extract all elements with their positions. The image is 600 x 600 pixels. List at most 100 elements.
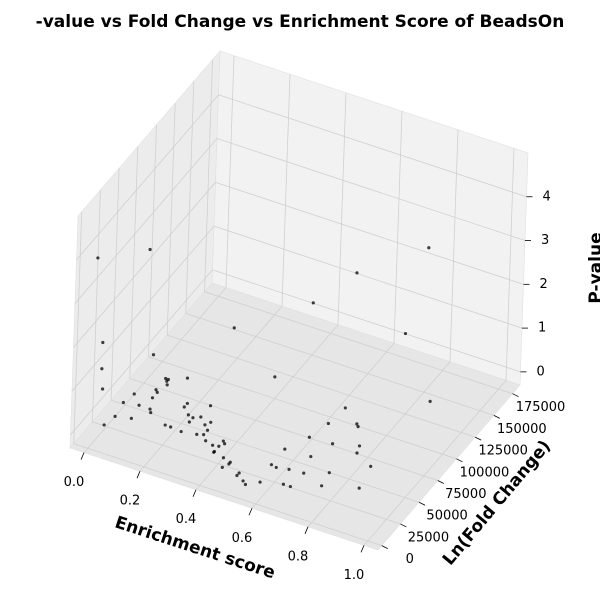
grid-line [73, 443, 382, 547]
point [258, 480, 262, 484]
y-tick [456, 458, 463, 463]
point [165, 383, 169, 387]
y-tick [400, 523, 407, 528]
point [211, 443, 215, 447]
y-tick [474, 436, 482, 441]
point [302, 471, 306, 475]
x-tick [248, 508, 253, 516]
grid-line [505, 148, 515, 381]
grid-line [148, 124, 157, 357]
grid-line [307, 361, 451, 528]
point [269, 463, 274, 467]
point [148, 407, 152, 411]
x-tick [80, 452, 85, 460]
point [208, 404, 213, 408]
y-tick-label: 100000 [460, 465, 510, 480]
grid-line [167, 334, 476, 438]
point [121, 400, 125, 405]
point [164, 376, 168, 381]
y-tick [418, 501, 426, 506]
point [199, 415, 203, 419]
point [369, 464, 373, 468]
x-tick [360, 545, 365, 553]
point [186, 413, 190, 417]
point [320, 484, 324, 488]
point [155, 390, 159, 395]
grid-line [216, 138, 526, 241]
grid-line [393, 111, 403, 344]
point [237, 471, 241, 475]
z-tick-label: 1 [538, 321, 546, 336]
point [357, 486, 361, 490]
point [343, 406, 347, 410]
point [221, 439, 225, 443]
x-tick [192, 489, 197, 497]
z-tick-label: 2 [539, 277, 547, 292]
point [149, 410, 153, 415]
point [101, 340, 105, 345]
grid-line [185, 81, 195, 314]
point [403, 331, 408, 336]
point [287, 467, 291, 471]
grid-line [251, 343, 395, 509]
point [223, 442, 227, 446]
grid-line [281, 74, 291, 307]
point [205, 428, 210, 432]
grid-line [76, 94, 219, 261]
point [195, 432, 199, 436]
x-tick-label: 0.0 [64, 475, 85, 490]
grid-line [92, 421, 401, 525]
point [281, 482, 286, 486]
grid-line [110, 168, 120, 401]
grid-line [225, 55, 235, 288]
point [220, 465, 224, 469]
chart-title: -value vs Fold Change vs Enrichment Scor… [36, 12, 565, 32]
grid-line [70, 269, 213, 436]
point [202, 433, 206, 437]
point [191, 416, 195, 420]
point [154, 388, 158, 392]
y-tick-label: 0 [406, 552, 414, 567]
point [221, 456, 226, 460]
point [288, 484, 292, 489]
grid-line [185, 313, 494, 416]
floor-pane [69, 282, 521, 551]
point [150, 396, 155, 400]
point [102, 423, 106, 427]
plot-area: 0.0 0.2 0.4 0.6 0.8 1.0 0 25000 50000 75000 100000… [64, 50, 565, 583]
point [241, 479, 245, 483]
y-tick-label: 125000 [478, 444, 528, 459]
point [427, 246, 431, 250]
point [204, 439, 208, 443]
point [330, 442, 335, 446]
grid-line [74, 138, 218, 304]
x-tick-label: 0.6 [232, 531, 253, 546]
grid-line [204, 291, 513, 395]
point [311, 301, 315, 305]
point [307, 435, 311, 439]
point [148, 247, 152, 252]
grid-line [213, 225, 523, 329]
point [243, 482, 248, 487]
grid-line [148, 356, 457, 460]
grid-line [83, 287, 227, 453]
point [356, 424, 360, 429]
point [132, 392, 136, 396]
point [113, 414, 117, 418]
x-tick-label: 0.8 [288, 549, 309, 564]
grid-line [129, 146, 139, 379]
x-tick [304, 526, 309, 534]
grid-line [195, 324, 339, 490]
grid-line [363, 380, 507, 546]
y-tick-label: 25000 [408, 530, 449, 545]
y-tick [437, 480, 444, 484]
grid-line [212, 269, 521, 373]
point [327, 471, 331, 475]
point [273, 375, 277, 379]
point [182, 405, 186, 409]
z-tick-label: 3 [541, 233, 549, 248]
grid-line [139, 305, 283, 472]
grid-line [449, 129, 459, 362]
point [179, 429, 183, 434]
point [163, 423, 167, 427]
